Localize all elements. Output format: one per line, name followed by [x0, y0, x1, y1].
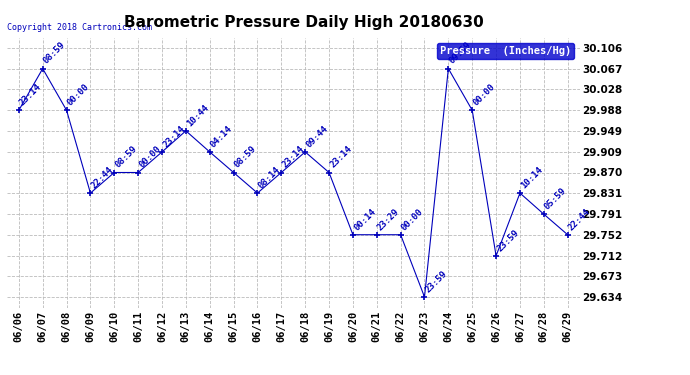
Text: 00:14: 00:14: [352, 207, 377, 232]
Text: 00:00: 00:00: [66, 82, 91, 108]
Text: 04:14: 04:14: [209, 124, 235, 149]
Text: 09:59: 09:59: [448, 40, 473, 66]
Text: 22:44: 22:44: [90, 165, 115, 190]
Text: Copyright 2018 Cartronics.com: Copyright 2018 Cartronics.com: [7, 23, 152, 32]
Text: 08:14: 08:14: [257, 165, 282, 190]
Text: 08:59: 08:59: [42, 40, 68, 66]
Text: 05:59: 05:59: [543, 186, 569, 211]
Text: 00:00: 00:00: [400, 207, 425, 232]
Text: 23:14: 23:14: [328, 144, 354, 170]
Text: 23:29: 23:29: [376, 207, 402, 232]
Text: 10:44: 10:44: [185, 103, 210, 128]
Text: 23:14: 23:14: [281, 144, 306, 170]
Text: 23:59: 23:59: [495, 228, 521, 253]
Text: 23:59: 23:59: [424, 269, 449, 294]
Text: 22:44: 22:44: [567, 207, 592, 232]
Text: 23:14: 23:14: [161, 124, 186, 149]
Text: Barometric Pressure Daily High 20180630: Barometric Pressure Daily High 20180630: [124, 15, 484, 30]
Text: 23:14: 23:14: [18, 82, 43, 108]
Text: 00:00: 00:00: [471, 82, 497, 108]
Text: 09:44: 09:44: [304, 124, 330, 149]
Text: 08:59: 08:59: [113, 144, 139, 170]
Text: 10:14: 10:14: [519, 165, 544, 190]
Text: 00:00: 00:00: [137, 144, 163, 170]
Legend: Pressure  (Inches/Hg): Pressure (Inches/Hg): [437, 43, 574, 59]
Text: 08:59: 08:59: [233, 144, 258, 170]
